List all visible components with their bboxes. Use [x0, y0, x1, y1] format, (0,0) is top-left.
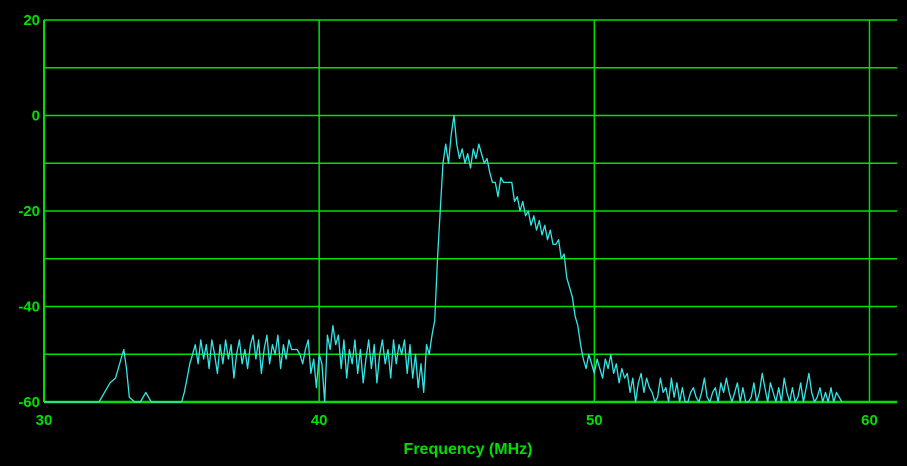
- y-tick-labels: 20 0 -20 -40 -60: [18, 12, 40, 411]
- grid-layer: [43, 19, 897, 404]
- x-tick-label: 60: [861, 412, 878, 429]
- y-tick-label: 0: [32, 108, 40, 125]
- series-layer: [44, 114, 843, 403]
- x-tick-label: 40: [311, 412, 328, 429]
- series-line: [44, 114, 843, 403]
- y-tick-label: -60: [18, 394, 40, 411]
- y-tick-label: -20: [18, 203, 40, 220]
- x-tick-label: 50: [586, 412, 603, 429]
- x-tick-label: 30: [36, 412, 53, 429]
- x-tick-labels: 30 40 50 60: [36, 412, 878, 429]
- y-tick-label: -40: [18, 299, 40, 316]
- x-axis-label: Frequency (MHz): [404, 441, 533, 458]
- y-tick-label: 20: [23, 12, 40, 29]
